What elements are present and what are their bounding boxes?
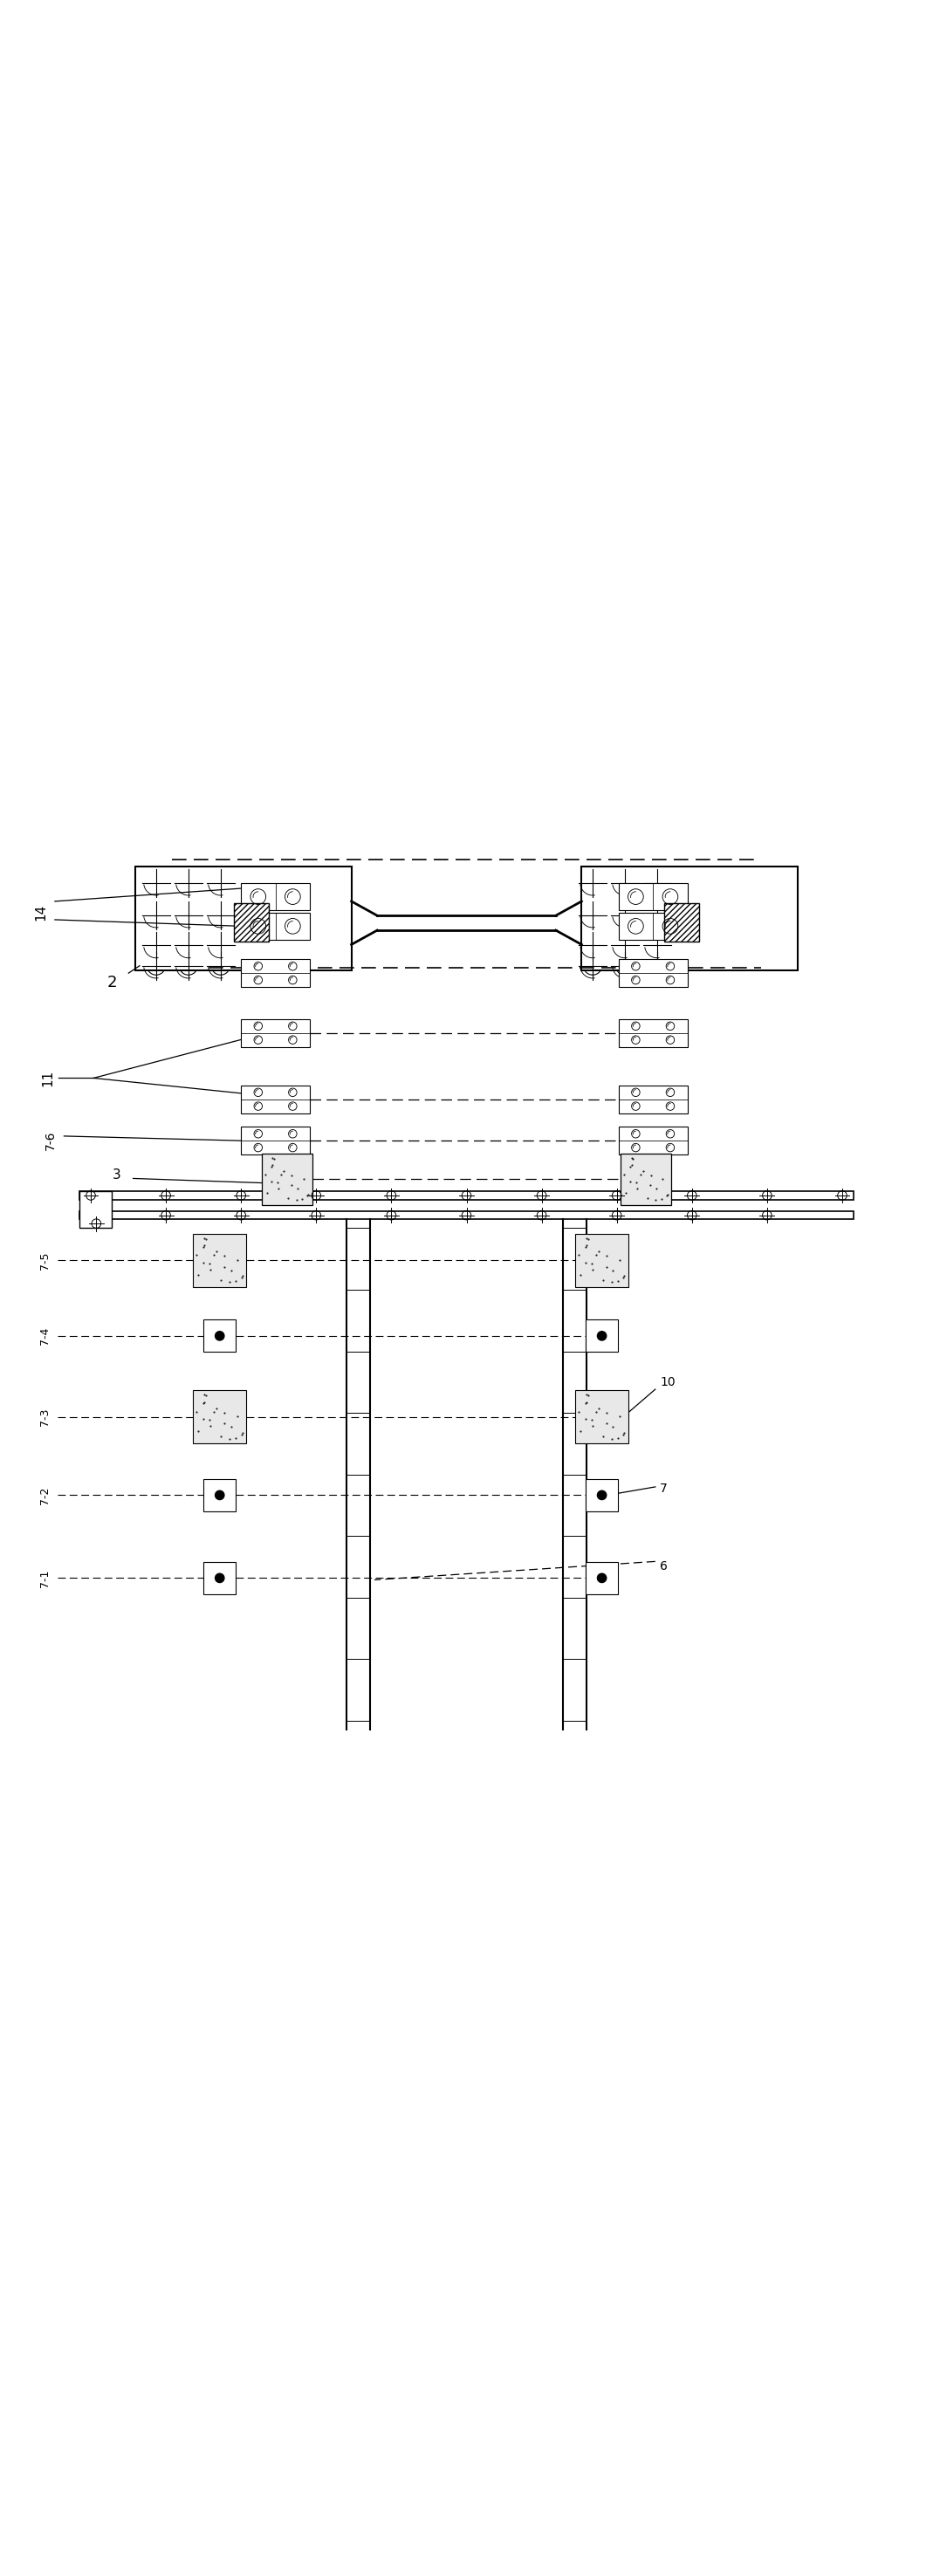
Bar <box>79 1211 854 1218</box>
Circle shape <box>216 1332 224 1340</box>
Bar <box>193 1391 246 1443</box>
Text: 3: 3 <box>112 1167 120 1182</box>
Bar <box>79 1190 854 1200</box>
Bar <box>575 1234 629 1288</box>
Text: 7-1: 7-1 <box>39 1569 50 1587</box>
Bar <box>586 1561 618 1595</box>
Bar <box>241 884 310 909</box>
Text: 10: 10 <box>660 1376 675 1388</box>
Bar <box>581 866 798 971</box>
Bar <box>79 1190 112 1229</box>
Bar <box>664 904 700 943</box>
Circle shape <box>597 1492 606 1499</box>
Bar <box>619 1126 688 1154</box>
Bar <box>586 1319 618 1352</box>
Bar <box>203 1561 236 1595</box>
Bar <box>203 1319 236 1352</box>
Bar <box>619 958 688 987</box>
Text: 7-2: 7-2 <box>39 1486 50 1504</box>
Text: 7-3: 7-3 <box>39 1409 50 1425</box>
Bar <box>619 912 688 940</box>
Bar <box>620 1154 672 1206</box>
Text: 6: 6 <box>660 1561 668 1571</box>
Bar <box>619 884 688 909</box>
Text: 2: 2 <box>107 974 117 989</box>
Circle shape <box>597 1332 606 1340</box>
Bar <box>233 904 269 943</box>
Bar <box>586 1479 618 1512</box>
Bar <box>241 912 310 940</box>
Bar <box>193 1234 246 1288</box>
Text: 7: 7 <box>660 1484 667 1494</box>
Circle shape <box>597 1574 606 1582</box>
Bar <box>619 1084 688 1113</box>
Bar <box>241 1126 310 1154</box>
Bar <box>241 1020 310 1046</box>
Text: 11: 11 <box>41 1069 54 1087</box>
Bar <box>203 1479 236 1512</box>
Text: 7-6: 7-6 <box>44 1131 56 1151</box>
Text: 7-5: 7-5 <box>39 1252 50 1270</box>
Bar <box>241 1084 310 1113</box>
Bar <box>261 1154 313 1206</box>
Bar <box>619 1020 688 1046</box>
Circle shape <box>216 1492 224 1499</box>
Circle shape <box>216 1574 224 1582</box>
Bar <box>241 958 310 987</box>
Text: 14: 14 <box>35 904 48 920</box>
Bar <box>135 866 352 971</box>
Text: 7-4: 7-4 <box>39 1327 50 1345</box>
Bar <box>575 1391 629 1443</box>
